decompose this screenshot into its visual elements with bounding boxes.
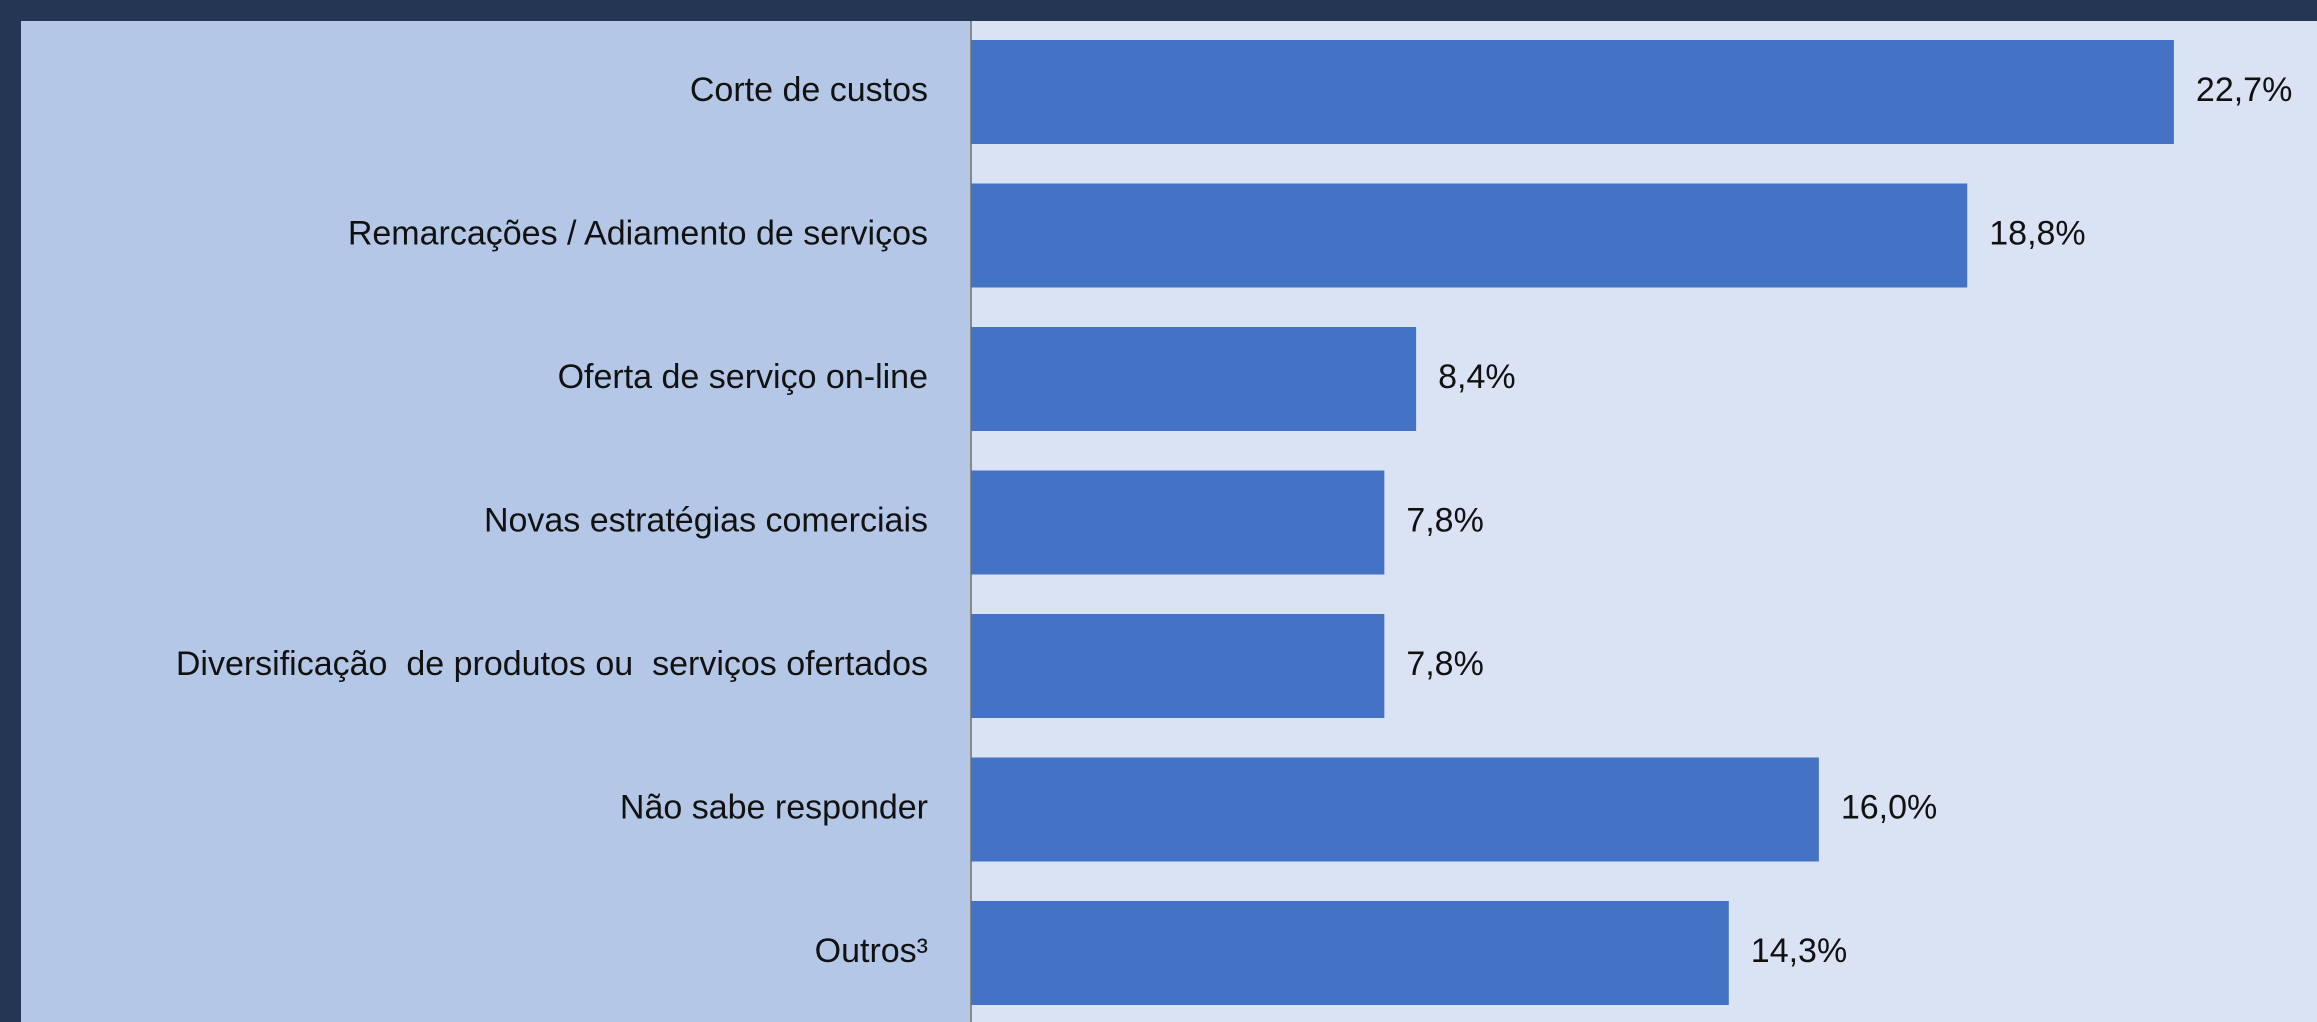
category-label: Oferta de serviço on-line	[558, 358, 928, 396]
category-label: Remarcações / Adiamento de serviços	[348, 214, 928, 252]
category-label: Não sabe responder	[620, 788, 928, 826]
value-label: 7,8%	[1406, 501, 1484, 539]
value-label: 22,7%	[2196, 71, 2292, 109]
bar	[971, 757, 1819, 862]
value-label: 7,8%	[1406, 645, 1484, 683]
bar	[971, 470, 1385, 575]
bar	[971, 40, 2174, 144]
category-label: Novas estratégias comerciais	[484, 501, 928, 539]
bar	[971, 901, 1729, 1005]
value-label: 8,4%	[1438, 358, 1516, 396]
category-label: Corte de custos	[690, 71, 928, 109]
category-label: Outros³	[815, 932, 928, 970]
label-panel	[21, 21, 971, 1022]
category-label: Diversificação de produtos ou serviços o…	[176, 645, 928, 683]
bar	[971, 327, 1417, 431]
value-label: 18,8%	[1989, 214, 2085, 252]
value-label: 14,3%	[1751, 932, 1847, 970]
bar	[971, 614, 1385, 718]
bar	[971, 183, 1968, 288]
value-label: 16,0%	[1841, 788, 1937, 826]
